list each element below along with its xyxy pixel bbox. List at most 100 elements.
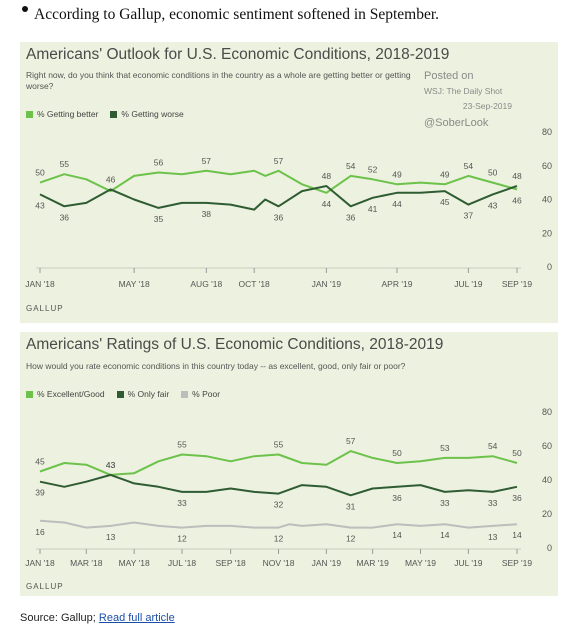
x-tick-label: JAN '18 [25,279,55,289]
chart-panel-outlook: Americans' Outlook for U.S. Economic Con… [20,42,558,323]
data-label: 55 [177,440,187,450]
y-tick-label: 60 [542,161,552,171]
data-label: 55 [60,159,70,169]
data-label: 43 [35,200,45,210]
data-label: 33 [440,498,450,508]
x-tick-label: APR '19 [382,279,413,289]
headline: According to Gallup, economic sentiment … [22,6,562,24]
legend-swatch [181,391,189,398]
x-tick-label: MAY '18 [119,558,150,568]
data-label: 54 [464,161,474,171]
data-label: 50 [512,448,522,458]
data-label: 45 [35,457,45,467]
x-tick-label: AUG '18 [190,279,222,289]
data-label: 38 [202,209,212,219]
data-label: 33 [488,498,498,508]
data-label: 45 [440,197,450,207]
data-label: 36 [346,212,356,222]
legend-item: % Poor [181,389,220,399]
watermark-handle: @SoberLook [424,117,489,129]
legend-item: % Only fair [116,389,170,399]
data-label: 57 [274,156,284,166]
data-label: 48 [512,171,522,181]
data-label: 37 [464,211,474,221]
data-label: 14 [440,530,450,540]
series-line [39,450,518,476]
chart-panel-ratings: Americans' Ratings of U.S. Economic Cond… [20,332,558,596]
data-label: 56 [154,158,164,168]
series-line [39,169,518,194]
legend-label: % Getting worse [121,109,184,119]
data-label: 14 [392,530,402,540]
y-tick-label: 60 [542,441,552,451]
data-label: 12 [274,534,284,544]
x-tick-label: JAN '18 [25,558,55,568]
data-label: 50 [488,168,498,178]
chart-title: Americans' Outlook for U.S. Economic Con… [26,46,450,63]
y-tick-label: 40 [542,195,552,205]
data-label: 36 [392,493,402,503]
data-label: 12 [177,534,187,544]
data-label: 36 [274,212,284,222]
x-tick-label: SEP '19 [502,558,533,568]
x-tick-label: JAN '19 [312,558,342,568]
legend-swatch [116,391,124,398]
x-tick-label: MAR '18 [70,558,103,568]
watermark-publication: WSJ: The Daily Shot [424,86,503,96]
data-label: 54 [488,441,498,451]
x-tick-label: NOV '18 [263,558,295,568]
source-label: Source: Gallup; [20,612,96,624]
y-tick-label: 0 [547,262,552,272]
data-label: 35 [154,214,164,224]
chart-legend: % Getting better % Getting worse [26,109,184,119]
watermark-posted-on: Posted on [424,70,474,82]
chart-legend: % Excellent/Good % Only fair % Poor [26,389,220,399]
series-line [39,473,518,497]
x-tick-label: SEP '19 [502,279,533,289]
data-label: 41 [368,204,378,214]
data-label: 33 [177,498,187,508]
data-label: 14 [512,530,522,540]
legend-label: % Getting better [37,109,99,119]
data-label: 12 [346,534,356,544]
chart-subtitle: Right now, do you think that economic co… [26,70,411,91]
data-label: 55 [274,440,284,450]
chart-source: GALLUP [26,304,64,313]
x-tick-label: MAR '19 [356,558,389,568]
line-chart-outlook: 0 20 40 60 80 JAN '18 MAY '18 AUG '18 OCT '18 JAN… [25,127,552,289]
data-label: 43 [106,460,116,470]
legend-item: % Getting worse [110,109,184,119]
legend-label: % Poor [192,389,221,399]
line-chart-ratings: 0 20 40 60 80 JAN '18 MAR '18 MAY '18 JUL '18 SEP… [25,407,552,568]
data-label: 53 [440,443,450,453]
data-label: 43 [488,200,498,210]
x-tick-label: MAY '19 [405,558,436,568]
read-full-article-link[interactable]: Read full article [98,612,175,624]
footer: Source: Gallup; Read full article [20,612,175,624]
x-tick-label: SEP '18 [215,558,246,568]
data-label: 48 [322,171,332,181]
data-label: 36 [60,212,70,222]
watermark: Posted on WSJ: The Daily Shot 23-Sep-201… [424,70,524,129]
legend-swatch [110,111,118,118]
data-label: 32 [274,500,284,510]
y-tick-label: 40 [542,475,552,485]
data-label: 57 [346,436,356,446]
data-label: 13 [106,532,116,542]
data-label: 43 [106,460,116,470]
legend-label: % Only fair [127,389,170,399]
watermark-date: 23-Sep-2019 [462,101,512,111]
x-tick-label: OCT '18 [239,279,271,289]
x-tick-label: JAN '19 [312,279,342,289]
chart-subtitle: How would you rate economic conditions i… [26,361,406,371]
x-tick-label: JUL '18 [168,558,197,568]
legend-swatch [26,391,33,398]
headline-text: According to Gallup, economic sentiment … [34,6,440,23]
data-label: 49 [392,169,402,179]
data-label: 36 [512,493,522,503]
data-label: 46 [512,195,522,205]
y-tick-label: 20 [542,228,552,238]
data-label: 49 [440,169,450,179]
data-label: 57 [202,156,212,166]
legend-label: % Excellent/Good [37,389,105,399]
